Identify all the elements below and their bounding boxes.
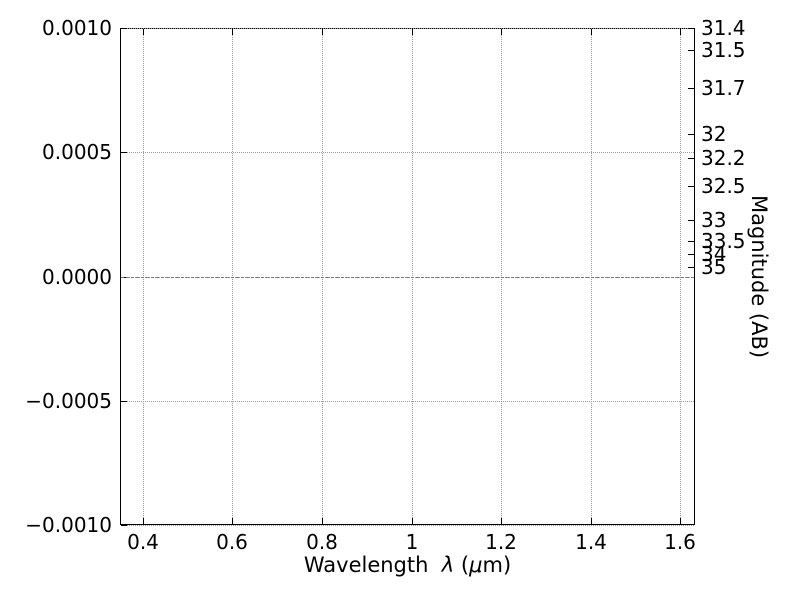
y-tick-mark-left [121, 28, 127, 29]
y-tick-mark-right [688, 50, 694, 51]
y-tick-label-right: 31.5 [701, 38, 746, 62]
x-gridline [232, 29, 233, 524]
y-tick-mark-right [688, 28, 694, 29]
x-gridline [322, 29, 323, 524]
y-gridline [121, 28, 694, 29]
y-tick-mark-right [688, 186, 694, 187]
x-tick-label: 1.2 [485, 530, 517, 554]
x-tick-mark [680, 518, 681, 524]
x-tick-label: 0.8 [306, 530, 338, 554]
y-tick-label-right: 32.5 [701, 174, 746, 198]
x-tick-mark [501, 518, 502, 524]
x-tick-label: 0.4 [127, 530, 159, 554]
y-tick-label-left: −0.0005 [25, 389, 112, 413]
y-tick-label-right: 33 [701, 208, 727, 232]
lambda-symbol: λ [441, 553, 455, 577]
y-gridline [121, 525, 694, 526]
y-tick-label-left: 0.0000 [42, 265, 112, 289]
y-tick-mark-left [121, 525, 127, 526]
x-tick-mark [322, 518, 323, 524]
x-gridline [143, 29, 144, 524]
x-tick-mark [143, 518, 144, 524]
y-tick-label-left: −0.0010 [25, 513, 112, 537]
y-tick-label-right: 32.2 [701, 146, 746, 170]
x-tick-label: 1.4 [575, 530, 607, 554]
y-tick-label-right: 33.5 [701, 229, 746, 253]
x-tick-mark-top [143, 29, 144, 35]
y-tick-label-right: 35 [701, 255, 727, 279]
mu-symbol: μ [469, 553, 483, 577]
x-gridline [412, 29, 413, 524]
y-tick-mark-right [688, 88, 694, 89]
x-gridline [680, 29, 681, 524]
x-gridline [591, 29, 592, 524]
y-tick-label-left: 0.0010 [42, 16, 112, 40]
x-tick-mark [591, 518, 592, 524]
y-tick-mark-right [688, 220, 694, 221]
y-tick-label-right: 31.7 [701, 76, 746, 100]
y-tick-label-left: 0.0005 [42, 140, 112, 164]
y-tick-mark-right [688, 158, 694, 159]
x-tick-mark-top [232, 29, 233, 35]
y-gridline [121, 401, 694, 402]
x-tick-label: 0.6 [216, 530, 248, 554]
x-axis-label-paren: ( [454, 553, 470, 577]
x-tick-label: 1.6 [664, 530, 696, 554]
y-tick-mark-right [688, 134, 694, 135]
y-tick-label-right: 31.4 [701, 16, 746, 40]
x-axis-label: Wavelength λ (μm) [120, 553, 695, 577]
y-gridline [121, 152, 694, 153]
y-tick-mark-left [121, 401, 127, 402]
x-gridline [501, 29, 502, 524]
y-tick-mark-right [688, 241, 694, 242]
x-tick-mark-top [412, 29, 413, 35]
y-tick-mark-right [688, 254, 694, 255]
x-tick-mark-top [591, 29, 592, 35]
y-tick-label-right: 34 [701, 242, 727, 266]
x-tick-mark-top [680, 29, 681, 35]
x-axis-label-unit: m) [482, 553, 512, 577]
x-tick-mark [232, 518, 233, 524]
x-tick-mark [412, 518, 413, 524]
x-tick-mark-top [322, 29, 323, 35]
x-axis-label-text: Wavelength [303, 553, 442, 577]
y-tick-mark-left [121, 152, 127, 153]
zero-line [121, 277, 694, 278]
y-tick-label-right: 32 [701, 122, 727, 146]
y-tick-mark-right [688, 267, 694, 268]
x-tick-label: 1 [405, 530, 419, 554]
x-tick-mark-top [501, 29, 502, 35]
right-y-axis-label: Magnitude (AB) [747, 194, 771, 359]
